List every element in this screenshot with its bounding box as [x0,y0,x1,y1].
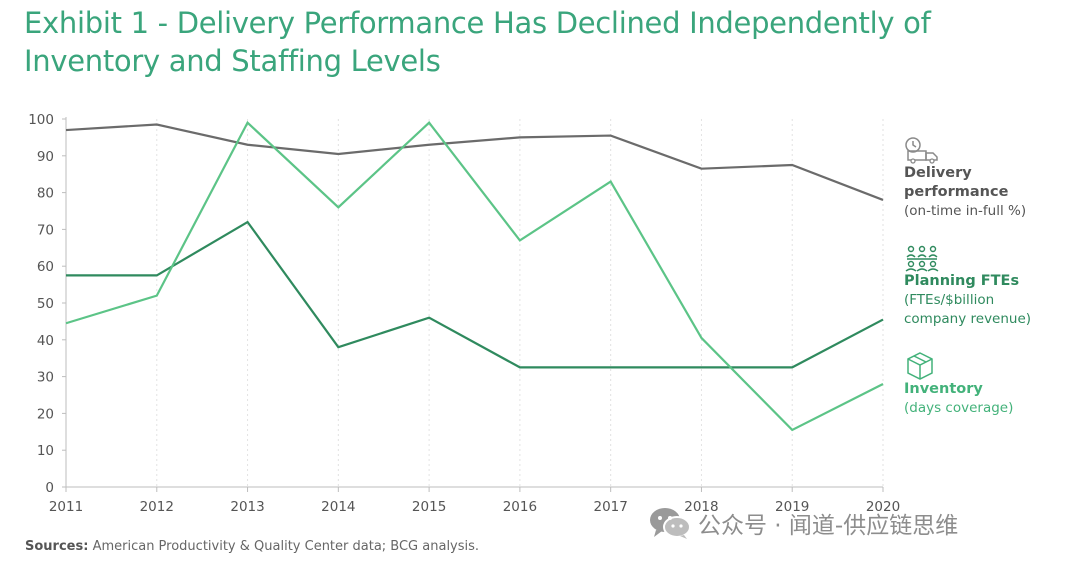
series-line-inventory [65,120,884,432]
legend-delivery: Delivery performance (on-time in-full %) [904,136,1026,221]
legend-fte-sub: (FTEs/$billion company revenue) [904,292,1032,327]
x-tick-label-2016: 2016 [503,499,537,515]
chart-title: Exhibit 1 - Delivery Performance Has Dec… [24,6,931,78]
legend-fte-name: Planning FTEs [904,273,1020,289]
truck-clock-icon [905,137,938,164]
legend-inventory-sub: (days coverage) [904,400,1014,416]
x-tick-label-2020: 2020 [866,499,900,515]
x-tick-label-2012: 2012 [140,499,174,515]
y-tick-label-20: 20 [37,406,54,422]
watermark: 公众号 · 闻道-供应链思维 [648,506,958,540]
source-note: Sources: American Productivity & Quality… [25,539,479,554]
y-tick-label-80: 80 [37,186,54,202]
x-tick-label-2019: 2019 [775,499,809,515]
y-tick-label-40: 40 [37,333,54,349]
legend-fte: Planning FTEs (FTEs/$billion company rev… [904,244,1044,329]
x-tick-label-2018: 2018 [684,499,718,515]
y-tick-label-70: 70 [37,222,54,238]
legend-delivery-sub: (on-time in-full %) [904,203,1027,219]
people-network-icon [905,245,939,272]
series-line-fte [66,220,884,369]
source-text: American Productivity & Quality Center d… [92,539,480,554]
wechat-icon [650,508,691,539]
box-icon [907,352,933,380]
y-tick-label-30: 30 [37,370,54,386]
y-tick-label-90: 90 [37,149,54,165]
legend-delivery-name: Delivery performance [904,165,1009,200]
source-label: Sources: [25,539,89,554]
x-tick-label-2014: 2014 [321,499,355,515]
y-tick-label-60: 60 [37,259,54,275]
y-tick-label-100: 100 [28,112,54,128]
legend-inventory: Inventory (days coverage) [904,352,1013,418]
y-tick-label-10: 10 [37,443,54,459]
x-tick-label-2017: 2017 [593,499,627,515]
watermark-text: 公众号 · 闻道-供应链思维 [698,513,959,539]
legend-inventory-name: Inventory [904,381,983,397]
x-tick-label-2011: 2011 [49,499,83,515]
series-line-delivery [65,123,884,201]
x-tick-label-2015: 2015 [412,499,446,515]
x-tick-label-2013: 2013 [230,499,264,515]
y-tick-label-0: 0 [45,480,54,496]
y-tick-label-50: 50 [37,296,54,312]
